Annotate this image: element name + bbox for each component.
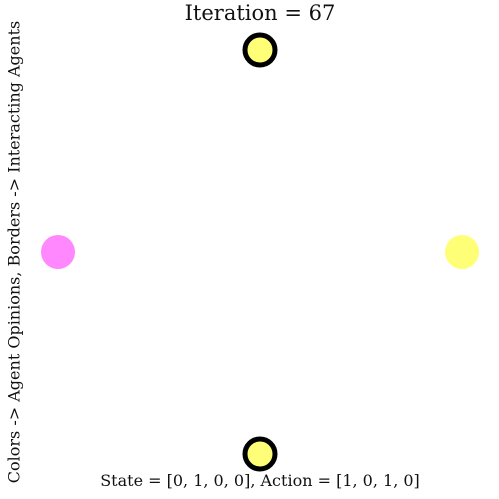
agent-top <box>242 32 278 68</box>
x-axis-label: State = [0, 1, 0, 0], Action = [1, 0, 1,… <box>100 471 420 490</box>
agent-bottom <box>242 436 278 472</box>
agent-left <box>41 235 75 269</box>
plot-title: Iteration = 67 <box>184 1 336 25</box>
agent-right <box>445 235 479 269</box>
